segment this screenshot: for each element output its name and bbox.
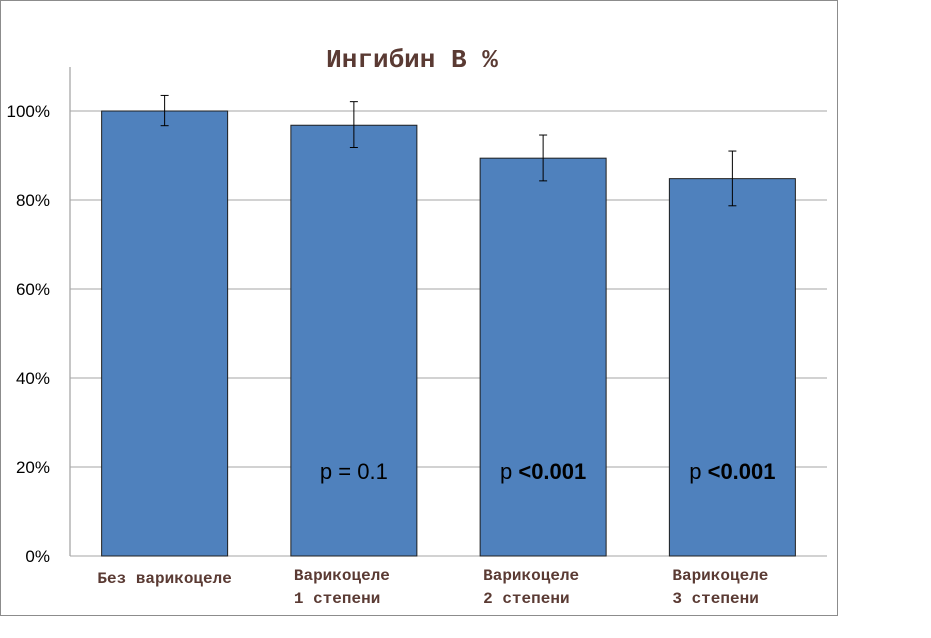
y-axis-ticks: 0% 20% 40% 60% 80% 100% <box>7 102 50 566</box>
p-value-label: p <0.001 <box>500 459 586 484</box>
p-value-annotations: p = 0.1 p <0.001 p <0.001 <box>320 459 776 484</box>
p-value-label: p <0.001 <box>689 459 775 484</box>
x-category-label: Варикоцеле 1 степени <box>294 567 390 608</box>
bar <box>668 178 796 557</box>
y-tick-label: 80% <box>16 191 50 210</box>
y-tick-label: 40% <box>16 369 50 388</box>
y-tick-label: 20% <box>16 458 50 477</box>
x-category-label: Варикоцеле 2 степени <box>483 567 579 608</box>
bars <box>101 110 796 557</box>
bar <box>101 110 229 557</box>
x-axis-categories: Без варикоцеле Варикоцеле 1 степени Варикоц… <box>97 567 768 608</box>
y-tick-label: 0% <box>25 547 50 566</box>
bar <box>290 124 418 557</box>
chart-title: Ингибин В % <box>326 45 498 75</box>
error-bars <box>160 94 737 207</box>
y-tick-label: 100% <box>7 102 50 121</box>
p-value-label: p = 0.1 <box>320 459 388 484</box>
bar <box>479 157 607 557</box>
x-category-label: Без варикоцеле <box>97 570 231 588</box>
x-category-label: Варикоцеле 3 степени <box>672 567 768 608</box>
y-tick-label: 60% <box>16 280 50 299</box>
